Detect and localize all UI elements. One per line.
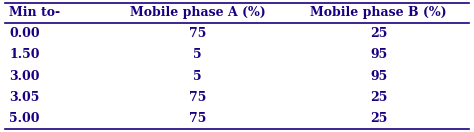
Text: 3.05: 3.05 — [9, 91, 40, 104]
Text: 95: 95 — [370, 70, 387, 83]
Text: Min to-: Min to- — [9, 6, 61, 19]
Text: 3.00: 3.00 — [9, 70, 40, 83]
Text: 1.50: 1.50 — [9, 48, 40, 62]
Text: Mobile phase B (%): Mobile phase B (%) — [310, 6, 447, 19]
Text: 0.00: 0.00 — [9, 27, 40, 40]
Text: 75: 75 — [189, 27, 206, 40]
Text: 5: 5 — [193, 48, 202, 62]
Text: 25: 25 — [370, 91, 387, 104]
Text: 95: 95 — [370, 48, 387, 62]
Text: 75: 75 — [189, 112, 206, 125]
Text: 75: 75 — [189, 91, 206, 104]
Text: Mobile phase A (%): Mobile phase A (%) — [130, 6, 265, 19]
Text: 25: 25 — [370, 27, 387, 40]
Text: 5.00: 5.00 — [9, 112, 40, 125]
Text: 5: 5 — [193, 70, 202, 83]
Text: 25: 25 — [370, 112, 387, 125]
